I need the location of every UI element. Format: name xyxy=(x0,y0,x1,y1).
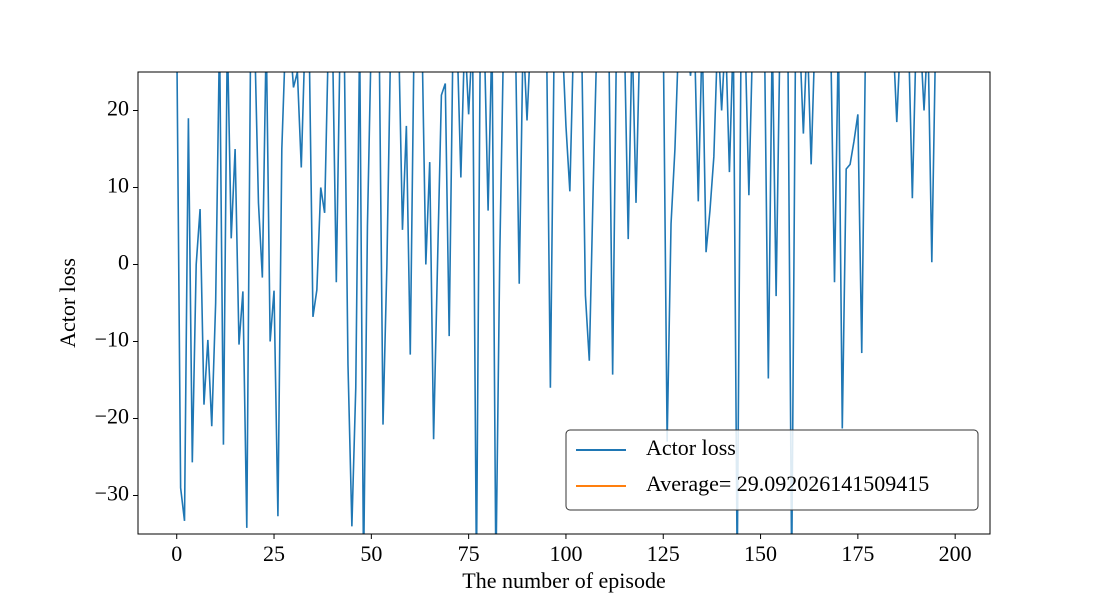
legend-label: Average= 29.092026141509415 xyxy=(646,471,929,496)
data-line xyxy=(176,72,936,534)
x-tick-label: 100 xyxy=(549,541,582,566)
x-tick-label: 200 xyxy=(939,541,972,566)
x-axis-label: The number of episode xyxy=(462,568,665,593)
x-tick-label: 25 xyxy=(263,541,285,566)
x-tick-label: 125 xyxy=(647,541,680,566)
y-tick-label: −10 xyxy=(95,327,129,352)
legend-box xyxy=(565,429,979,511)
y-tick-label: −30 xyxy=(95,481,129,506)
y-axis-label: Actor loss xyxy=(55,258,80,348)
x-tick-label: 75 xyxy=(458,541,480,566)
x-tick-label: 175 xyxy=(841,541,874,566)
y-tick-label: 10 xyxy=(107,173,129,198)
x-tick-label: 150 xyxy=(744,541,777,566)
y-tick-label: 0 xyxy=(118,250,129,275)
x-tick-label: 50 xyxy=(360,541,382,566)
plot-area xyxy=(176,72,936,534)
y-tick-label: −20 xyxy=(95,404,129,429)
y-tick-label: 20 xyxy=(107,96,129,121)
axes-frame xyxy=(137,71,991,535)
legend-label: Actor loss xyxy=(646,435,736,460)
x-tick-label: 0 xyxy=(171,541,182,566)
